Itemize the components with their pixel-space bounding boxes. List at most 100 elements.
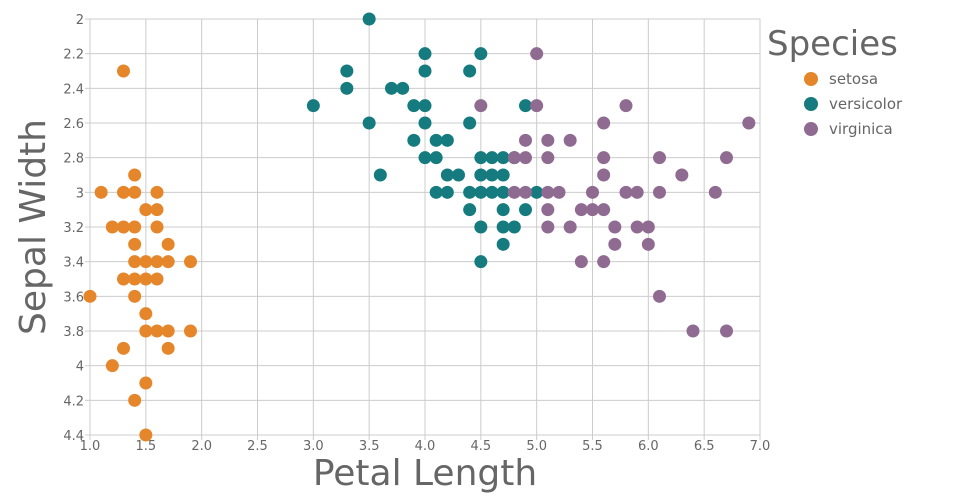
- x-tick-label: 2.5: [247, 439, 268, 454]
- data-point-versicolor: [485, 151, 499, 165]
- data-point-virginica: [541, 203, 555, 217]
- data-point-virginica: [597, 151, 611, 165]
- data-point-versicolor: [474, 185, 488, 199]
- x-tick-label: 7.0: [750, 439, 771, 454]
- data-point-virginica: [619, 99, 633, 113]
- data-point-virginica: [586, 203, 599, 217]
- y-tick-label: 2.6: [63, 117, 84, 132]
- data-point-versicolor: [496, 237, 510, 251]
- data-point-versicolor: [507, 220, 521, 234]
- data-point-setosa: [128, 185, 142, 199]
- data-point-setosa: [139, 307, 153, 321]
- data-point-setosa: [150, 324, 164, 338]
- y-tick-label: 2.8: [63, 152, 84, 167]
- data-point-setosa: [150, 272, 164, 286]
- data-point-versicolor: [429, 151, 443, 165]
- y-tick-label: 3.2: [63, 221, 84, 236]
- data-point-virginica: [608, 237, 622, 251]
- data-point-versicolor: [496, 151, 510, 165]
- data-point-virginica: [507, 185, 521, 199]
- data-point-setosa: [105, 359, 119, 373]
- data-point-versicolor: [463, 116, 477, 130]
- data-point-versicolor: [407, 99, 421, 113]
- data-point-versicolor: [474, 255, 488, 269]
- y-axis-title: Sepal Width: [13, 119, 54, 335]
- data-point-setosa: [161, 324, 175, 338]
- data-point-versicolor: [463, 203, 477, 217]
- data-point-setosa: [139, 255, 153, 269]
- data-point-setosa: [139, 203, 153, 217]
- data-point-virginica: [541, 133, 555, 147]
- y-tick-label: 3.6: [63, 290, 84, 305]
- data-point-setosa: [105, 220, 119, 234]
- data-points: [83, 12, 756, 442]
- data-point-virginica: [519, 185, 532, 199]
- data-point-virginica: [619, 185, 633, 199]
- data-point-versicolor: [474, 151, 488, 165]
- data-point-setosa: [161, 237, 175, 251]
- x-tick-label: 3.5: [359, 439, 380, 454]
- data-point-versicolor: [407, 133, 421, 147]
- data-point-versicolor: [429, 133, 443, 147]
- data-point-virginica: [519, 133, 532, 147]
- data-point-setosa: [128, 168, 142, 182]
- data-point-virginica: [541, 220, 555, 234]
- data-point-versicolor: [485, 185, 499, 199]
- grid: [89, 18, 761, 436]
- data-point-versicolor: [485, 168, 499, 182]
- y-tick-label: 2: [76, 13, 84, 28]
- data-point-versicolor: [440, 133, 454, 147]
- data-point-versicolor: [530, 185, 544, 199]
- data-point-virginica: [530, 99, 544, 113]
- data-point-versicolor: [463, 185, 477, 199]
- data-point-virginica: [675, 168, 689, 182]
- legend-label-versicolor: versicolor: [829, 95, 903, 113]
- x-tick-label: 4.5: [470, 439, 491, 454]
- data-point-virginica: [597, 203, 611, 217]
- x-tick-label: 6.5: [694, 439, 715, 454]
- data-point-virginica: [630, 220, 644, 234]
- data-point-setosa: [150, 220, 164, 234]
- data-point-setosa: [117, 64, 130, 78]
- data-point-virginica: [708, 185, 722, 199]
- legend-title: Species: [767, 24, 898, 64]
- data-point-versicolor: [440, 185, 454, 199]
- data-point-setosa: [139, 272, 153, 286]
- data-point-setosa: [128, 220, 142, 234]
- data-point-virginica: [608, 220, 622, 234]
- data-point-setosa: [150, 255, 164, 269]
- data-point-versicolor: [306, 99, 320, 113]
- data-point-versicolor: [496, 185, 510, 199]
- data-point-virginica: [474, 99, 488, 113]
- data-point-versicolor: [418, 99, 432, 113]
- data-point-virginica: [720, 324, 733, 338]
- data-point-virginica: [597, 168, 611, 182]
- data-point-setosa: [161, 255, 175, 269]
- x-tick-label: 3.0: [303, 439, 324, 454]
- y-tick-label: 4: [76, 360, 84, 375]
- x-tick-label: 6.0: [638, 439, 659, 454]
- data-point-virginica: [541, 151, 555, 165]
- data-point-versicolor: [396, 81, 410, 95]
- data-point-versicolor: [418, 151, 432, 165]
- data-point-versicolor: [362, 116, 376, 130]
- data-point-versicolor: [385, 81, 398, 95]
- data-point-versicolor: [519, 99, 532, 113]
- y-tick-label: 4.2: [63, 394, 84, 409]
- data-point-virginica: [641, 237, 655, 251]
- data-point-setosa: [128, 255, 142, 269]
- data-point-versicolor: [474, 168, 488, 182]
- data-point-versicolor: [519, 203, 532, 217]
- y-tick-label: 3.8: [63, 325, 84, 340]
- x-tick-label: 2.0: [191, 439, 212, 454]
- data-point-virginica: [630, 185, 644, 199]
- x-tick-label: 5.5: [582, 439, 603, 454]
- y-tick-label: 3.4: [63, 256, 84, 271]
- legend-marker-setosa: [804, 72, 818, 86]
- data-point-setosa: [184, 324, 197, 338]
- data-point-setosa: [94, 185, 108, 199]
- y-tick-label: 2.4: [63, 82, 84, 97]
- x-tick-label: 1.0: [80, 439, 101, 454]
- data-point-virginica: [519, 151, 532, 165]
